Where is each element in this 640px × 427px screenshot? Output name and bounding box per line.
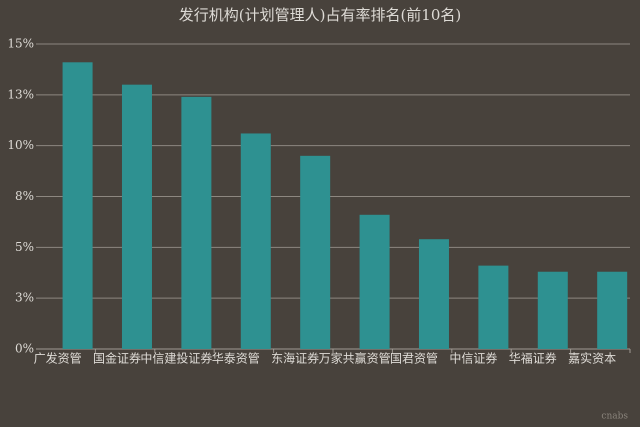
y-tick-label: 10% xyxy=(7,138,34,152)
x-tick-label: 华福证券 xyxy=(509,351,557,366)
chart-title: 发行机构(计划管理人)占有率排名(前10名) xyxy=(179,6,462,24)
bar xyxy=(300,155,331,349)
y-tick-label: 8% xyxy=(15,189,34,203)
bar xyxy=(418,239,449,349)
x-tick-label: 国君资管 xyxy=(390,351,438,366)
bar xyxy=(597,271,628,349)
bar xyxy=(240,133,271,349)
y-tick-label: 0% xyxy=(15,342,34,356)
x-tick-label: 东海证券 xyxy=(271,351,319,366)
bar xyxy=(121,84,152,350)
bar xyxy=(478,265,509,349)
y-tick-label: 5% xyxy=(15,240,34,254)
watermark: cnabs xyxy=(601,412,628,422)
x-tick-label: 万家共赢资管 xyxy=(319,351,391,366)
bar xyxy=(181,96,212,349)
y-tick-label: 3% xyxy=(15,291,34,305)
x-tick-label: 嘉实资本 xyxy=(568,351,616,366)
y-tick-label: 13% xyxy=(7,87,34,101)
x-tick-label: 广发资管 xyxy=(34,351,82,366)
x-tick-label: 华泰资管 xyxy=(212,351,260,366)
y-tick-label: 15% xyxy=(7,37,34,51)
bar xyxy=(537,271,568,349)
x-tick-label: 中信建投证券 xyxy=(140,351,212,366)
bar xyxy=(62,62,93,350)
x-tick-label: 国金证券 xyxy=(93,351,141,366)
bar xyxy=(359,214,390,349)
x-tick-label: 中信证券 xyxy=(449,351,497,366)
